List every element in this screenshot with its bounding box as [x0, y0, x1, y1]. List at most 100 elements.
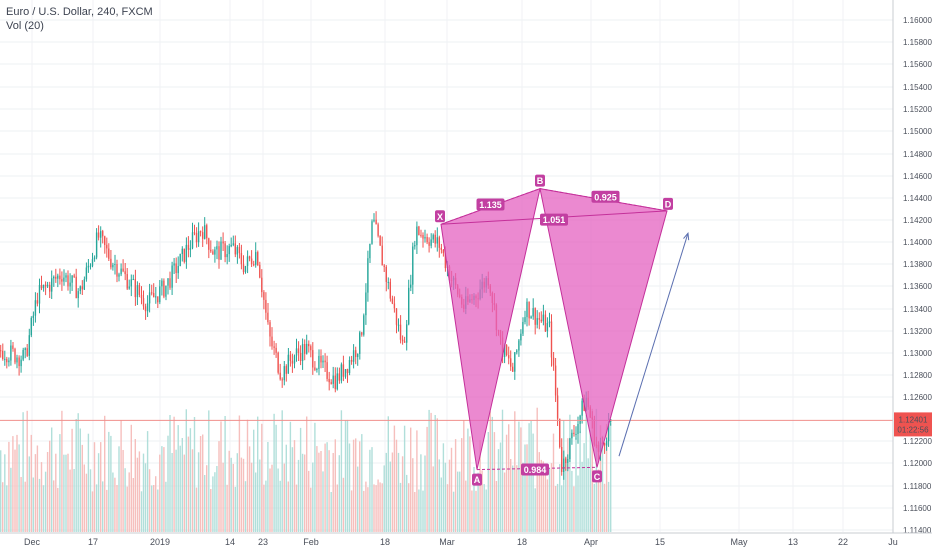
candle-body	[230, 244, 232, 247]
time-tick-label: 2019	[150, 537, 170, 547]
volume-bar	[434, 415, 436, 532]
candle-body	[577, 424, 579, 434]
candle-body	[346, 369, 349, 374]
candle-body	[332, 375, 334, 384]
price-axis[interactable]: 1.16000 1.15800 1.15600 1.15400 1.15200 1.150…	[892, 0, 932, 550]
volume-bar	[193, 417, 196, 532]
candle-body	[118, 274, 120, 277]
volume-bar	[348, 443, 351, 532]
candle-body	[240, 253, 243, 265]
volume-bar	[587, 458, 589, 532]
candle-body	[75, 276, 77, 299]
volume-bar	[457, 471, 459, 532]
price-tick-label: 1.11400	[903, 526, 932, 535]
volume-bar	[548, 468, 551, 532]
candle-body	[181, 248, 183, 254]
volume-bar	[165, 481, 167, 532]
volume-bar	[497, 449, 500, 532]
volume-bar	[559, 464, 561, 532]
candle-body	[573, 432, 575, 434]
candle-body	[30, 317, 32, 336]
volume-bar	[114, 477, 116, 532]
volume-bar	[100, 442, 102, 532]
volume-bar	[2, 482, 4, 532]
volume-bar	[465, 480, 467, 532]
volume-bar	[330, 492, 332, 532]
candle-body	[40, 285, 43, 289]
candle-body	[550, 321, 553, 358]
candle-body	[283, 366, 285, 381]
time-tick-label: 15	[655, 537, 665, 547]
volume-bar	[6, 485, 8, 532]
candle-body	[93, 257, 96, 260]
candle-body	[97, 232, 100, 238]
candle-body	[393, 303, 396, 309]
candle-body	[559, 418, 561, 447]
price-tick-label: 1.15800	[903, 38, 932, 47]
volume-bar	[263, 484, 265, 532]
candle-body	[322, 360, 324, 363]
candle-body	[163, 280, 165, 297]
candle-body	[516, 350, 518, 353]
volume-bar	[77, 413, 79, 532]
candle-body	[255, 252, 257, 265]
price-tick-label: 1.13400	[903, 305, 932, 314]
candle-body	[579, 415, 581, 424]
volume-bar	[104, 415, 106, 532]
volume-bar	[289, 421, 292, 532]
candle-body	[159, 286, 161, 303]
candle-body	[328, 378, 330, 383]
volume-bar	[261, 423, 263, 532]
volume-bar	[569, 414, 571, 532]
price-tick-label: 1.11800	[903, 482, 932, 491]
candle-body	[355, 350, 357, 357]
harmonic-pattern[interactable]: X A B C D 1.135 1.051 0.925 0.984	[435, 174, 673, 486]
volume-bar	[522, 462, 524, 532]
volume-bar	[489, 411, 491, 532]
volume-bar	[112, 472, 114, 532]
volume-bar	[530, 421, 532, 532]
volume-bar	[250, 462, 253, 532]
candle-body	[318, 355, 320, 369]
volume-bar	[524, 444, 526, 532]
time-tick-label: Apr	[584, 537, 598, 547]
pattern-point-x: X	[437, 212, 443, 222]
candle-body	[304, 344, 306, 354]
volume-bar	[359, 441, 361, 532]
projection-arrow[interactable]	[618, 231, 690, 457]
candle-body	[44, 284, 47, 287]
candle-body	[63, 277, 65, 282]
volume-bar	[493, 432, 496, 532]
volume-bar	[475, 490, 477, 532]
volume-bar	[399, 482, 402, 532]
volume-bar	[540, 459, 542, 532]
volume-bar	[161, 446, 163, 532]
time-axis[interactable]: Dec 17 2019 14 23 Feb 18 Mar 18 Apr 15 May 13 22 Ju	[0, 532, 932, 550]
volume-bar	[248, 446, 251, 532]
candle-body	[234, 243, 236, 255]
candle-body	[214, 249, 216, 255]
candle-body	[540, 319, 542, 322]
candle-body	[12, 345, 14, 349]
volume-bar	[444, 462, 447, 532]
time-tick-label: 22	[838, 537, 848, 547]
time-axis-background	[0, 533, 932, 550]
volume-bar	[236, 453, 238, 532]
volume-bars	[0, 407, 612, 532]
candle-body	[165, 285, 167, 297]
candle-body	[10, 345, 12, 361]
volume-bar	[257, 416, 259, 532]
candle-body	[238, 247, 241, 254]
candle-body	[338, 373, 340, 381]
candle-body	[520, 333, 522, 341]
volume-bar	[32, 477, 34, 532]
candle-body	[102, 231, 104, 237]
price-tick-label: 1.15200	[903, 105, 932, 114]
candle-body	[391, 298, 394, 304]
volume-bar	[12, 436, 14, 532]
price-tick-label: 1.12600	[903, 393, 932, 402]
candle-body	[232, 243, 234, 245]
candle-body	[320, 355, 322, 363]
